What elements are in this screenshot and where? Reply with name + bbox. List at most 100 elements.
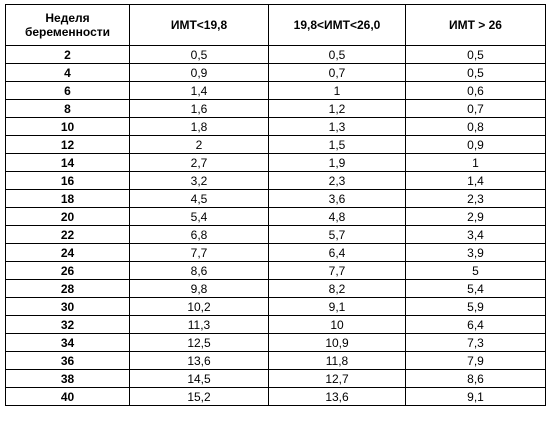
table-container: Неделя беременности ИМТ<19,8 19,8<ИМТ<26… [5,4,546,406]
cell-bmi-high: 2,3 [405,189,546,208]
cell-bmi-normal: 5,7 [268,225,406,244]
cell-bmi-low: 1,6 [129,99,269,118]
cell-bmi-normal: 13,6 [268,387,406,406]
cell-bmi-low: 15,2 [129,387,269,406]
table-row: 34 12,5 10,9 7,3 [5,333,546,352]
cell-bmi-low: 9,8 [129,279,269,298]
table-row: 22 6,8 5,7 3,4 [5,225,546,244]
table-row: 40 15,2 13,6 9,1 [5,387,546,406]
cell-bmi-high: 2,9 [405,207,546,226]
cell-bmi-high: 0,5 [405,45,546,64]
cell-bmi-high: 1 [405,153,546,172]
cell-week: 40 [5,387,130,406]
cell-bmi-low: 12,5 [129,333,269,352]
cell-bmi-low: 10,2 [129,297,269,316]
cell-bmi-low: 7,7 [129,243,269,262]
cell-week: 4 [5,63,130,82]
cell-bmi-high: 3,9 [405,243,546,262]
cell-week: 24 [5,243,130,262]
cell-bmi-normal: 2,3 [268,171,406,190]
cell-week: 10 [5,117,130,136]
cell-bmi-low: 5,4 [129,207,269,226]
table-row: 2 0,5 0,5 0,5 [5,45,546,64]
cell-bmi-high: 0,6 [405,81,546,100]
cell-bmi-low: 3,2 [129,171,269,190]
cell-week: 6 [5,81,130,100]
table-row: 36 13,6 11,8 7,9 [5,351,546,370]
cell-week: 18 [5,189,130,208]
table-row: 8 1,6 1,2 0,7 [5,99,546,118]
table-row: 12 2 1,5 0,9 [5,135,546,154]
table-row: 32 11,3 10 6,4 [5,315,546,334]
cell-bmi-normal: 10 [268,315,406,334]
cell-bmi-normal: 3,6 [268,189,406,208]
cell-bmi-high: 5,4 [405,279,546,298]
cell-bmi-normal: 7,7 [268,261,406,280]
header-row: Неделя беременности ИМТ<19,8 19,8<ИМТ<26… [5,4,546,46]
cell-bmi-high: 7,9 [405,351,546,370]
cell-bmi-normal: 1,9 [268,153,406,172]
header-bmi-low: ИМТ<19,8 [129,4,269,46]
cell-bmi-low: 8,6 [129,261,269,280]
cell-bmi-high: 9,1 [405,387,546,406]
table-row: 20 5,4 4,8 2,9 [5,207,546,226]
cell-week: 32 [5,315,130,334]
cell-bmi-normal: 0,7 [268,63,406,82]
header-bmi-normal: 19,8<ИМТ<26,0 [268,4,406,46]
cell-bmi-low: 4,5 [129,189,269,208]
cell-bmi-low: 0,5 [129,45,269,64]
cell-week: 26 [5,261,130,280]
table-row: 16 3,2 2,3 1,4 [5,171,546,190]
cell-bmi-low: 2,7 [129,153,269,172]
cell-bmi-low: 0,9 [129,63,269,82]
cell-bmi-normal: 8,2 [268,279,406,298]
cell-bmi-high: 0,9 [405,135,546,154]
cell-week: 28 [5,279,130,298]
table-row: 10 1,8 1,3 0,8 [5,117,546,136]
cell-week: 14 [5,153,130,172]
cell-week: 36 [5,351,130,370]
table-row: 14 2,7 1,9 1 [5,153,546,172]
cell-bmi-high: 0,5 [405,63,546,82]
table-row: 6 1,4 1 0,6 [5,81,546,100]
cell-week: 20 [5,207,130,226]
cell-bmi-normal: 6,4 [268,243,406,262]
cell-bmi-normal: 0,5 [268,45,406,64]
header-week: Неделя беременности [5,4,130,46]
cell-bmi-high: 3,4 [405,225,546,244]
cell-week: 2 [5,45,130,64]
cell-bmi-high: 7,3 [405,333,546,352]
cell-bmi-normal: 9,1 [268,297,406,316]
cell-bmi-low: 1,4 [129,81,269,100]
table-row: 24 7,7 6,4 3,9 [5,243,546,262]
cell-bmi-normal: 12,7 [268,369,406,388]
cell-bmi-low: 2 [129,135,269,154]
cell-week: 12 [5,135,130,154]
cell-bmi-low: 1,8 [129,117,269,136]
table-row: 26 8,6 7,7 5 [5,261,546,280]
cell-week: 34 [5,333,130,352]
cell-bmi-low: 6,8 [129,225,269,244]
cell-week: 22 [5,225,130,244]
cell-week: 16 [5,171,130,190]
header-bmi-high: ИМТ > 26 [405,4,546,46]
cell-bmi-normal: 1,3 [268,117,406,136]
cell-bmi-normal: 1,2 [268,99,406,118]
table-row: 28 9,8 8,2 5,4 [5,279,546,298]
cell-bmi-normal: 4,8 [268,207,406,226]
cell-bmi-high: 5,9 [405,297,546,316]
weight-gain-table: Неделя беременности ИМТ<19,8 19,8<ИМТ<26… [5,4,546,406]
cell-bmi-normal: 11,8 [268,351,406,370]
table-row: 4 0,9 0,7 0,5 [5,63,546,82]
cell-bmi-low: 13,6 [129,351,269,370]
cell-week: 38 [5,369,130,388]
cell-bmi-high: 5 [405,261,546,280]
table-row: 30 10,2 9,1 5,9 [5,297,546,316]
cell-bmi-low: 11,3 [129,315,269,334]
cell-bmi-high: 1,4 [405,171,546,190]
table-row: 38 14,5 12,7 8,6 [5,369,546,388]
cell-bmi-normal: 1 [268,81,406,100]
cell-bmi-high: 8,6 [405,369,546,388]
table-row: 18 4,5 3,6 2,3 [5,189,546,208]
cell-bmi-low: 14,5 [129,369,269,388]
